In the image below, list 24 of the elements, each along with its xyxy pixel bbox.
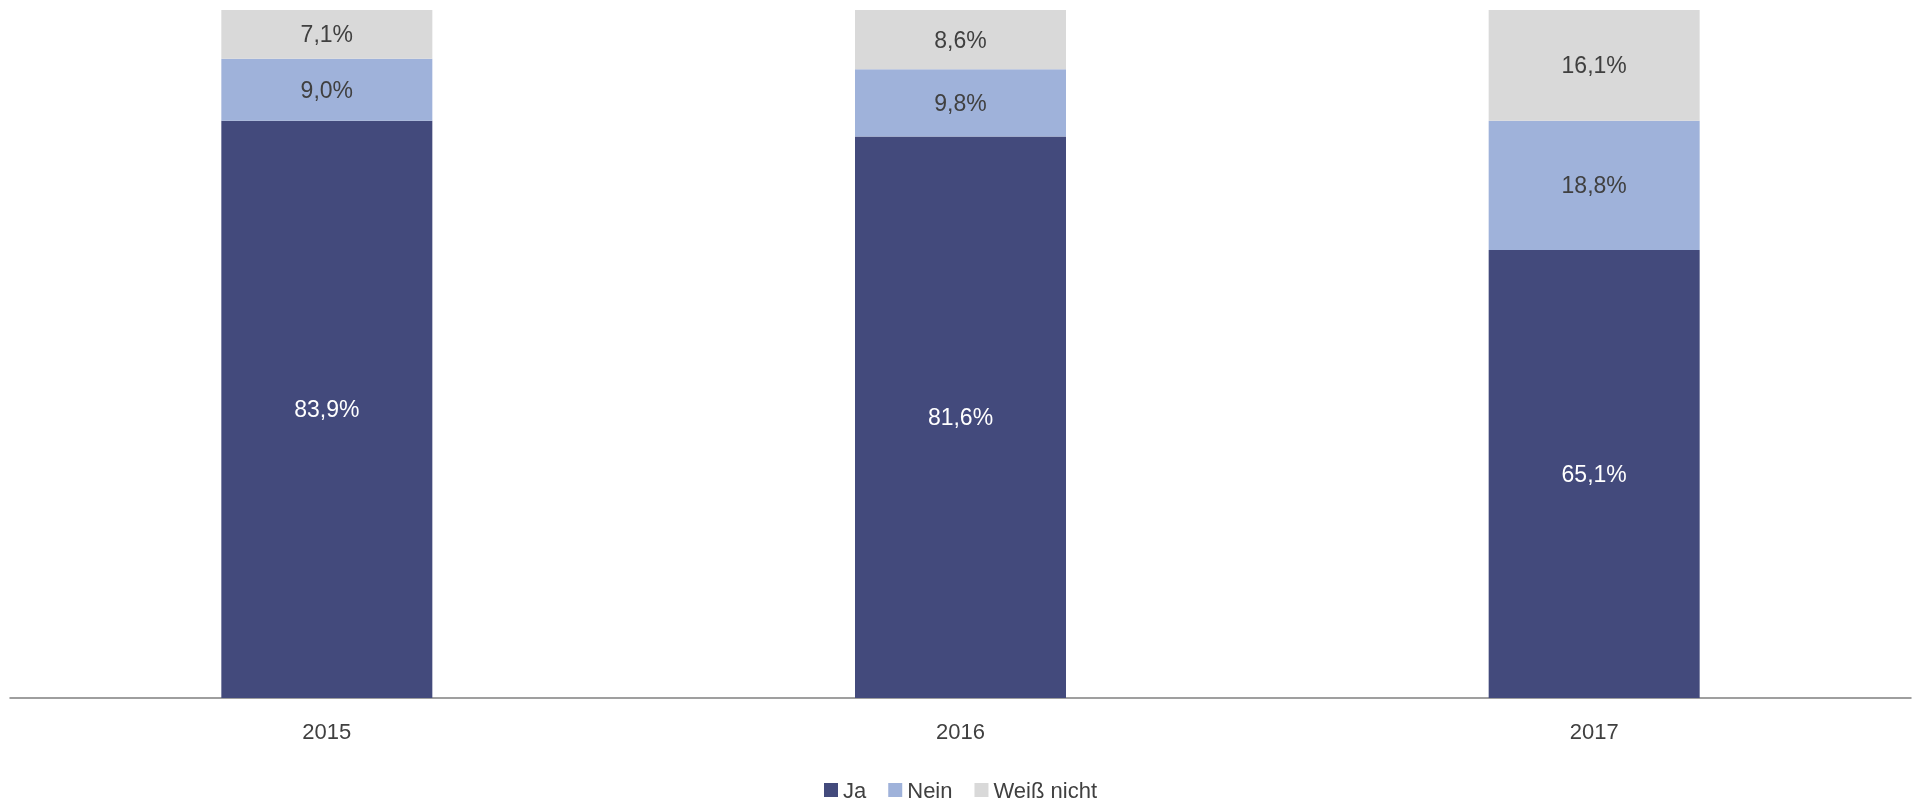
- bar: [855, 10, 1066, 70]
- data-label: 7,1%: [300, 21, 354, 48]
- bar: [221, 120, 433, 698]
- x-tick-label: 2016: [936, 718, 985, 744]
- bar: [1488, 10, 1700, 121]
- data-label: 83,9%: [294, 396, 360, 423]
- data-label: 18,8%: [1561, 172, 1627, 199]
- bar: [855, 69, 1066, 137]
- bar: [855, 136, 1066, 698]
- data-label: 81,6%: [927, 404, 994, 431]
- data-label: 16,1%: [1561, 52, 1627, 79]
- x-tick-label: 2015: [302, 718, 352, 744]
- x-tick-label: 2017: [1569, 718, 1619, 744]
- bar: [1488, 120, 1700, 251]
- legend-label: Ja: [843, 777, 867, 803]
- data-label: 9,0%: [300, 76, 354, 103]
- data-label: 9,8%: [934, 89, 987, 116]
- bar: [1488, 250, 1700, 698]
- legend-label: Weiß nicht: [993, 777, 1097, 803]
- bar: [221, 58, 433, 121]
- data-label: 8,6%: [934, 26, 987, 53]
- bar: [221, 10, 433, 59]
- data-label: 65,1%: [1561, 461, 1627, 488]
- legend-label: Nein: [907, 777, 953, 803]
